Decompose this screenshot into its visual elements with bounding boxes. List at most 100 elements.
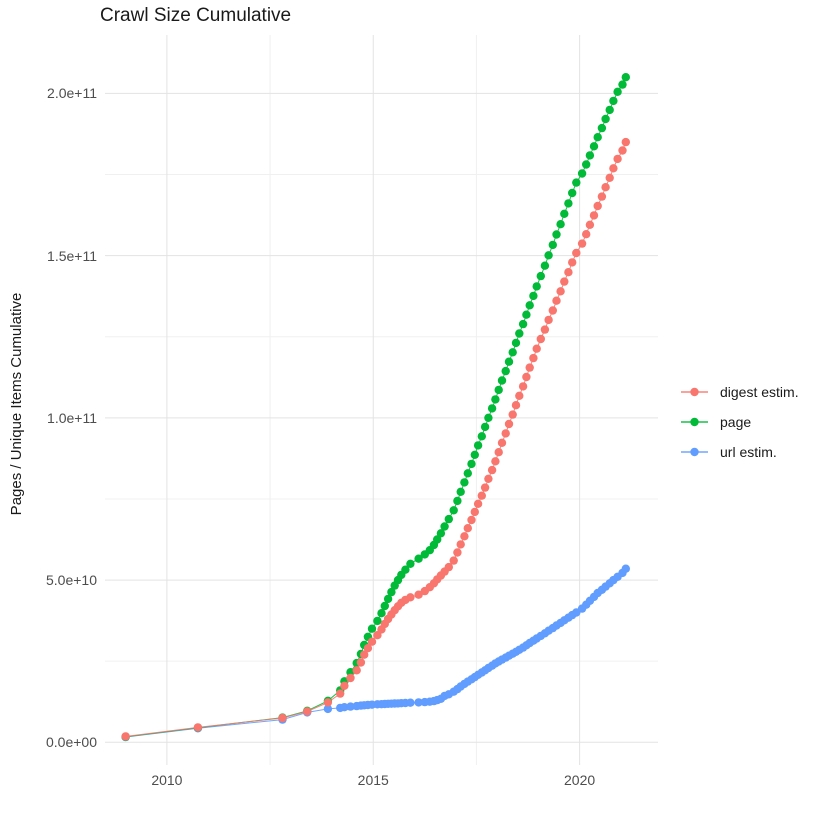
data-point xyxy=(456,487,465,496)
data-point xyxy=(401,565,410,574)
data-point xyxy=(568,188,577,198)
data-point xyxy=(477,491,486,500)
legend: digest estim. page url estim. xyxy=(681,377,799,467)
data-point xyxy=(436,529,446,538)
data-point xyxy=(609,164,618,173)
y-tick-label: 2.0e+11 xyxy=(47,85,97,102)
data-point xyxy=(536,334,545,344)
data-point xyxy=(380,601,389,611)
data-point xyxy=(470,507,479,517)
data-point xyxy=(383,594,393,604)
data-point xyxy=(467,515,476,525)
data-point xyxy=(121,732,130,741)
data-point xyxy=(508,348,517,357)
data-point xyxy=(487,404,497,413)
data-point xyxy=(597,123,607,133)
data-point xyxy=(449,506,458,515)
data-point xyxy=(352,666,361,675)
x-tick-label: 2020 xyxy=(564,772,596,788)
x-tick-label: 2010 xyxy=(151,772,183,788)
data-point xyxy=(577,239,587,248)
data-point xyxy=(601,183,610,192)
data-point xyxy=(613,154,622,164)
data-point xyxy=(582,160,591,169)
data-point xyxy=(340,681,349,690)
data-point xyxy=(323,704,333,714)
legend-key-icon xyxy=(681,447,708,457)
data-point xyxy=(440,522,449,531)
data-point xyxy=(560,209,569,218)
data-point xyxy=(525,363,534,372)
data-point xyxy=(589,211,599,220)
data-point xyxy=(303,707,312,716)
data-point xyxy=(544,251,553,260)
data-point xyxy=(522,372,531,382)
data-point xyxy=(582,230,591,239)
data-point xyxy=(497,376,507,385)
data-point xyxy=(460,532,469,541)
data-point xyxy=(278,713,287,723)
data-point xyxy=(323,698,333,707)
data-point xyxy=(593,201,602,211)
data-point xyxy=(540,325,550,334)
data-point xyxy=(377,609,386,618)
legend-key-icon xyxy=(681,417,708,427)
data-point xyxy=(340,703,349,712)
data-point xyxy=(433,535,442,544)
data-point xyxy=(572,248,581,258)
data-point xyxy=(373,631,382,640)
data-point xyxy=(511,338,521,348)
data-point xyxy=(501,429,510,438)
data-point xyxy=(477,432,486,441)
data-point xyxy=(456,540,465,549)
data-point xyxy=(508,410,517,419)
data-point xyxy=(597,192,607,201)
chart-title: Crawl Size Cumulative xyxy=(100,5,292,26)
data-point xyxy=(621,564,630,573)
data-point xyxy=(453,548,462,557)
data-point xyxy=(560,277,569,286)
data-point xyxy=(568,258,577,267)
y-tick-label: 1.0e+11 xyxy=(47,409,97,426)
data-point xyxy=(487,465,497,475)
data-point xyxy=(467,459,476,469)
data-point xyxy=(515,329,524,338)
data-point xyxy=(605,173,614,182)
data-point xyxy=(585,220,595,229)
data-point xyxy=(593,133,602,142)
data-point xyxy=(552,230,561,239)
data-point xyxy=(621,137,630,147)
y-tick-label: 1.5e+11 xyxy=(47,247,97,264)
data-point xyxy=(577,169,587,178)
data-point xyxy=(360,650,369,659)
data-point xyxy=(463,469,472,478)
data-point xyxy=(585,151,595,160)
data-point xyxy=(387,587,396,597)
data-point xyxy=(609,96,618,106)
data-point xyxy=(556,220,565,229)
data-point xyxy=(522,310,531,319)
legend-item: page xyxy=(681,407,799,437)
data-point xyxy=(494,448,503,457)
data-point xyxy=(414,590,423,599)
data-point xyxy=(494,385,503,395)
data-point xyxy=(552,296,561,305)
legend-item-label: page xyxy=(720,414,752,430)
legend-item: url estim. xyxy=(681,437,799,467)
data-point xyxy=(367,637,377,646)
data-point xyxy=(460,478,469,487)
data-point xyxy=(406,698,415,707)
data-point xyxy=(564,268,573,277)
data-point xyxy=(532,344,541,353)
legend-item-label: digest estim. xyxy=(720,384,799,400)
legend-item-label: url estim. xyxy=(720,444,777,460)
data-point xyxy=(621,73,630,82)
data-point xyxy=(453,496,462,506)
data-point xyxy=(444,514,453,524)
data-point xyxy=(618,80,627,89)
series-line-url-estim- xyxy=(125,568,627,738)
data-point xyxy=(529,353,538,363)
legend-item: digest estim. xyxy=(681,377,799,407)
data-point xyxy=(613,87,622,97)
